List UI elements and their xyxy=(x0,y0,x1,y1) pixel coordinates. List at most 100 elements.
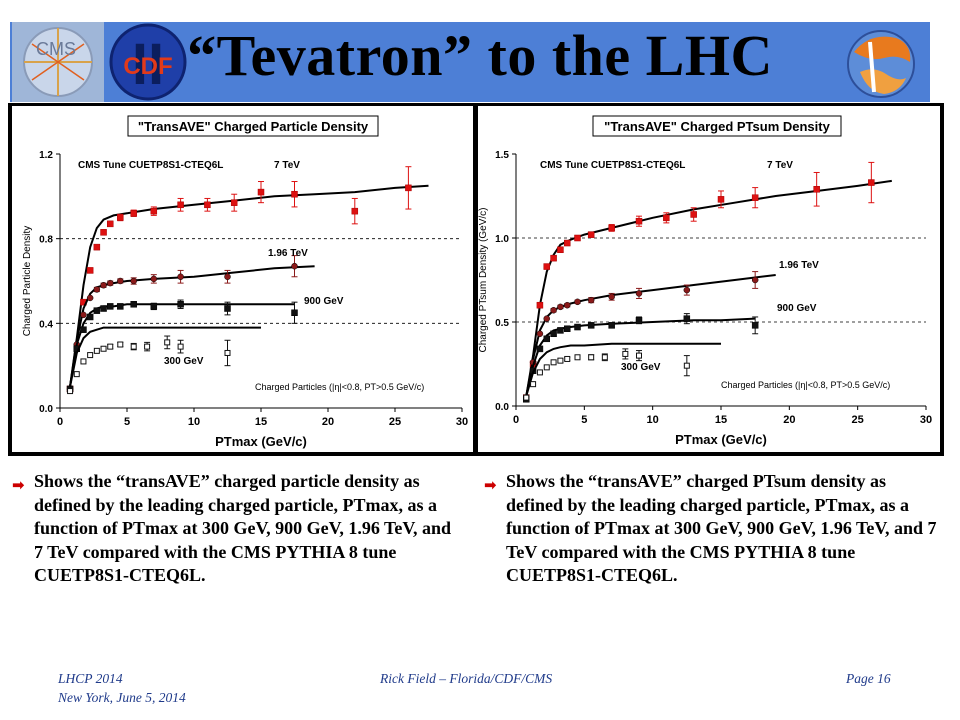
data-point xyxy=(608,322,615,329)
data-point xyxy=(73,371,80,378)
bullet-text: Shows the “transAVE” charged PTsum densi… xyxy=(506,471,937,585)
data-point xyxy=(751,194,759,201)
bullet-density: ➡ Shows the “transAVE” charged particle … xyxy=(12,470,457,588)
data-point xyxy=(622,350,629,357)
x-tick-label: 15 xyxy=(255,416,267,428)
data-point xyxy=(257,188,265,196)
data-point xyxy=(751,276,759,284)
data-point xyxy=(536,330,544,338)
chart-title: "TransAVE" Charged PTsum Density xyxy=(604,119,830,134)
data-point xyxy=(130,343,137,350)
data-point xyxy=(543,263,550,270)
data-point xyxy=(150,275,158,283)
data-point xyxy=(543,335,550,343)
cut-label: Charged Particles (|η|<0.8, PT>0.5 GeV/c… xyxy=(721,380,890,390)
data-point xyxy=(177,301,184,308)
data-point xyxy=(635,217,643,225)
data-point xyxy=(67,388,74,395)
data-point xyxy=(291,190,298,198)
data-point xyxy=(405,184,412,192)
data-point xyxy=(150,207,158,215)
data-point xyxy=(224,305,231,312)
tune-label: CMS Tune CUETP8S1-CTEQ6L xyxy=(540,160,685,171)
x-tick-label: 5 xyxy=(581,414,587,426)
data-point xyxy=(635,290,643,297)
data-point xyxy=(543,364,550,371)
series-curve xyxy=(69,265,315,387)
x-tick-label: 15 xyxy=(715,414,727,426)
data-point xyxy=(130,210,137,217)
data-point xyxy=(683,315,691,322)
data-point xyxy=(608,293,615,301)
data-point xyxy=(601,354,608,361)
data-point xyxy=(574,323,581,331)
y-tick-label: 0.0 xyxy=(495,402,509,413)
data-point xyxy=(564,355,571,362)
series-label: 300 GeV xyxy=(621,362,661,373)
footer-date: New York, June 5, 2014 xyxy=(58,690,186,705)
data-point xyxy=(550,306,557,314)
x-axis-label: PTmax (GeV/c) xyxy=(675,432,767,447)
data-point xyxy=(557,246,564,254)
x-tick-label: 20 xyxy=(783,414,795,426)
data-point xyxy=(564,239,571,247)
data-point xyxy=(523,394,530,401)
x-tick-label: 5 xyxy=(124,416,130,428)
series-curve xyxy=(525,179,892,397)
series-label: 900 GeV xyxy=(304,296,344,307)
y-tick-label: 1.5 xyxy=(495,150,509,161)
cut-label: Charged Particles (|η|<0.8, PT>0.5 GeV/c… xyxy=(255,382,424,392)
data-point xyxy=(536,369,543,376)
data-point xyxy=(587,231,595,238)
data-point xyxy=(130,277,137,285)
cdf-logo-text: CDF xyxy=(123,53,172,80)
data-point xyxy=(636,352,642,359)
chart-title-box xyxy=(592,115,842,137)
data-point xyxy=(117,341,124,348)
data-point xyxy=(224,349,231,356)
data-point xyxy=(93,243,101,251)
cms-logo-icon: CMS xyxy=(12,22,104,102)
data-point xyxy=(530,381,537,388)
data-point xyxy=(93,307,101,314)
x-tick-label: 0 xyxy=(513,414,519,426)
data-point xyxy=(550,359,557,366)
series-curve xyxy=(525,342,721,397)
data-point xyxy=(351,207,359,215)
data-point xyxy=(574,354,581,361)
series-label: 7 TeV xyxy=(274,160,300,171)
data-point xyxy=(224,273,231,281)
data-point xyxy=(717,196,725,203)
data-point xyxy=(93,286,101,293)
data-point xyxy=(86,294,94,302)
data-point xyxy=(751,322,759,329)
data-point xyxy=(557,327,564,334)
bullet-ptsum: ➡ Shows the “transAVE” charged PTsum den… xyxy=(484,470,944,588)
cdf-numeral: II xyxy=(132,32,164,97)
arrow-right-icon: ➡ xyxy=(484,476,497,494)
data-point xyxy=(177,201,184,209)
x-tick-label: 25 xyxy=(852,414,864,426)
data-point xyxy=(564,325,571,332)
data-point xyxy=(230,199,238,206)
x-axis-label: PTmax (GeV/c) xyxy=(215,434,307,449)
data-point xyxy=(683,286,691,294)
data-point xyxy=(100,281,107,289)
series-label: 1.96 TeV xyxy=(268,248,308,259)
data-point xyxy=(100,345,107,352)
data-point xyxy=(80,358,87,365)
data-point xyxy=(587,296,595,304)
data-point xyxy=(117,214,124,221)
data-point xyxy=(543,315,550,322)
y-tick-label: 0.4 xyxy=(39,319,53,330)
series-curve xyxy=(69,184,429,387)
data-point xyxy=(587,322,595,329)
data-point xyxy=(635,317,643,324)
data-point xyxy=(177,343,184,350)
y-axis-label: Charged Particle Density xyxy=(22,226,33,337)
x-tick-label: 30 xyxy=(456,416,468,428)
data-point xyxy=(107,303,114,310)
data-point xyxy=(164,339,171,346)
series-label: 300 GeV xyxy=(164,356,204,367)
data-point xyxy=(204,201,211,209)
